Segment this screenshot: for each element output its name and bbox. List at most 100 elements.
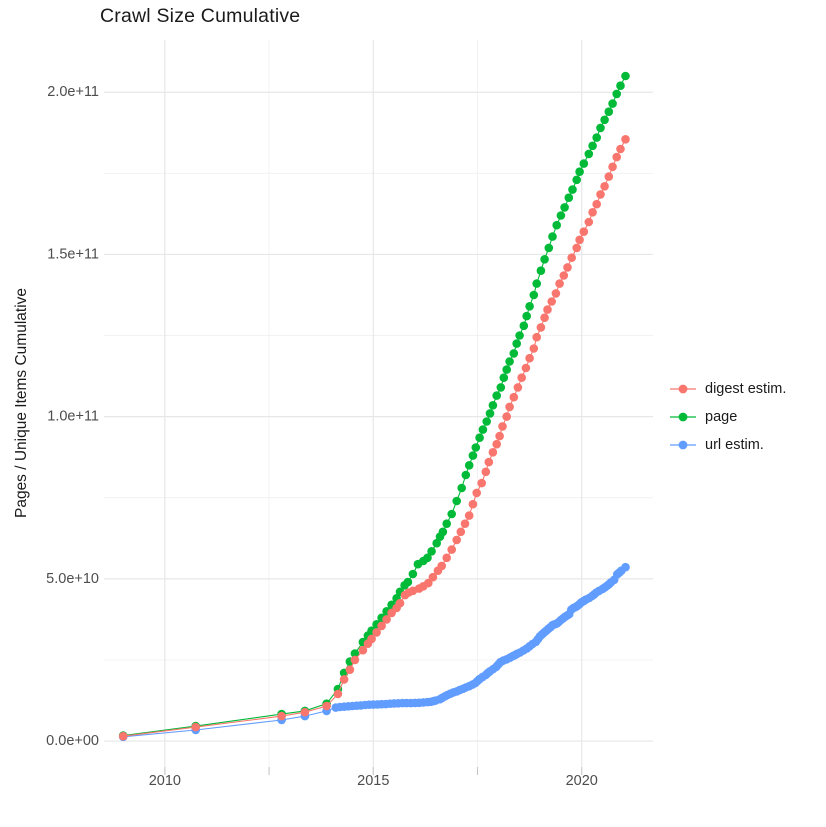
data-point-digest [484, 457, 494, 467]
data-point-page [471, 443, 481, 452]
data-point-digest [612, 152, 621, 162]
data-point-page [616, 81, 625, 90]
data-point-page [499, 373, 509, 383]
data-point-digest [608, 162, 617, 172]
data-point-page [432, 538, 442, 548]
data-point-digest [498, 422, 507, 431]
data-point-url [621, 562, 630, 572]
data-point-page [592, 133, 601, 142]
data-point-digest [536, 323, 546, 332]
data-point-digest [495, 431, 504, 441]
data-point-digest [428, 572, 438, 582]
data-point-page [423, 553, 432, 563]
data-point-digest [596, 190, 605, 199]
data-point-page [350, 649, 360, 658]
data-point-page [548, 232, 557, 241]
data-point-page [525, 302, 534, 311]
data-point-digest [442, 553, 452, 563]
data-point-digest [464, 511, 474, 520]
data-point-digest [424, 578, 433, 588]
y-tick-label: 2.0e+11 [47, 84, 99, 100]
legend-item-page: page [668, 407, 786, 426]
data-point-page [403, 577, 413, 587]
data-point-digest [579, 227, 589, 236]
data-point-page [608, 99, 617, 108]
data-point-digest [532, 332, 541, 342]
data-point-page [604, 107, 614, 116]
data-point-digest [521, 363, 531, 373]
data-point-page [529, 290, 539, 300]
data-point-digest [322, 701, 331, 711]
y-tick-label: 0.0e+00 [46, 733, 99, 749]
legend-key-url-icon [670, 440, 696, 449]
data-point-page [496, 383, 506, 392]
data-point-page [492, 391, 502, 400]
data-point-page [572, 175, 581, 185]
data-point-digest [563, 263, 572, 272]
data-point-digest [584, 217, 594, 227]
data-point-page [488, 401, 498, 410]
data-point-page [447, 509, 457, 519]
data-point-digest [118, 731, 128, 741]
data-point-digest [621, 135, 630, 144]
y-tick-label: 1.5e+11 [47, 246, 99, 262]
legend-label-url: url estim. [705, 436, 764, 453]
data-point-page [579, 159, 589, 168]
data-point-page [584, 149, 594, 159]
data-point-digest [540, 313, 549, 323]
data-point-page [482, 417, 492, 426]
data-point-page [408, 569, 418, 579]
data-point-page [505, 357, 514, 366]
data-point-digest [505, 402, 514, 412]
data-point-digest [395, 598, 405, 608]
data-point-digest [372, 628, 381, 637]
data-point-digest [437, 561, 447, 571]
data-point-digest [529, 344, 539, 353]
data-point-page [575, 167, 584, 176]
data-point-page [556, 211, 566, 220]
data-point-digest [588, 208, 597, 217]
chart-title: Crawl Size Cumulative [100, 5, 301, 27]
data-point-digest [472, 488, 482, 498]
data-point-digest [456, 527, 466, 537]
data-point-digest [477, 478, 487, 488]
data-point-page [596, 123, 605, 133]
data-point-digest [492, 439, 502, 449]
data-point-page [532, 279, 541, 288]
legend-key-digest-icon [670, 384, 696, 393]
data-point-page [621, 71, 630, 81]
legend: digest estim. page url estim. [668, 379, 786, 454]
data-point-page [468, 451, 478, 460]
data-point-page [438, 527, 448, 537]
x-tick-label: 2020 [566, 773, 598, 789]
data-point-page [540, 254, 549, 264]
data-point-digest [333, 689, 343, 699]
data-point-page [427, 547, 436, 556]
data-point-digest [345, 665, 355, 674]
data-point-page [502, 365, 512, 374]
data-point-digest [377, 621, 386, 631]
data-point-digest [575, 235, 584, 245]
legend-item-url: url estim. [668, 435, 786, 454]
data-point-digest [517, 373, 526, 383]
data-point-digest [460, 519, 470, 528]
x-tick-label: 2010 [149, 773, 181, 789]
data-point-digest [350, 655, 360, 665]
data-point-digest [447, 545, 457, 554]
data-point-digest [367, 634, 376, 644]
data-point-digest [559, 271, 569, 280]
data-point-digest [513, 383, 523, 392]
data-point-page [452, 496, 462, 506]
data-point-digest [555, 279, 564, 288]
data-point-digest [592, 199, 601, 209]
y-tick-label: 5.0e+10 [46, 571, 99, 587]
legend-key-page-icon [670, 412, 696, 421]
data-point-digest [488, 448, 498, 457]
data-point-page [515, 331, 524, 340]
data-point-page [509, 349, 519, 358]
data-point-page [457, 483, 467, 493]
data-point-digest [509, 392, 519, 402]
data-point-page [612, 89, 621, 99]
data-point-page [536, 266, 546, 276]
